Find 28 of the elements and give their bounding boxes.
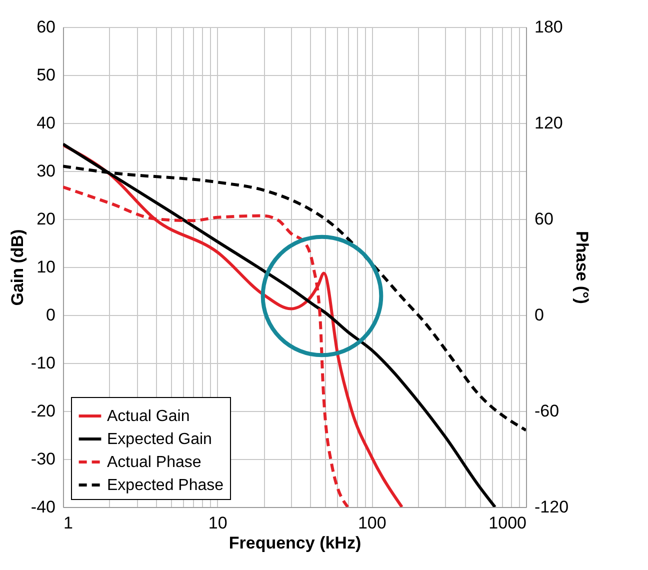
x-axis-title: Frequency (kHz) bbox=[228, 534, 362, 552]
legend-label: Expected Gain bbox=[107, 431, 212, 448]
y2-tick-label: -120 bbox=[534, 498, 569, 516]
y-axis-title: Gain (dB) bbox=[8, 229, 27, 306]
y2-axis-title: Phase (°) bbox=[572, 231, 592, 304]
legend-label: Actual Phase bbox=[107, 454, 202, 471]
legend-label: Expected Phase bbox=[107, 477, 224, 494]
x-tick-label: 100 bbox=[358, 514, 386, 532]
y-tick-label: 0 bbox=[46, 306, 56, 324]
y-tick-label: -30 bbox=[30, 450, 56, 468]
x-tick-label: 1 bbox=[64, 514, 73, 532]
y2-tick-label: 60 bbox=[534, 210, 554, 228]
y-tick-label: 20 bbox=[36, 210, 56, 228]
y-tick-label: 50 bbox=[36, 66, 56, 84]
x-tick-label: 1000 bbox=[488, 514, 526, 532]
y2-tick-label: 180 bbox=[534, 18, 563, 36]
y-tick-label: 10 bbox=[36, 258, 56, 276]
y-tick-label: 60 bbox=[36, 18, 56, 36]
y-tick-label: -20 bbox=[30, 402, 56, 420]
x-tick-label: 10 bbox=[208, 514, 228, 532]
y-tick-label: 30 bbox=[36, 162, 56, 180]
y2-tick-label: -60 bbox=[534, 402, 560, 420]
y2-tick-label: 120 bbox=[534, 114, 563, 132]
y-tick-label: -10 bbox=[30, 354, 56, 372]
y-tick-label: 40 bbox=[36, 114, 56, 132]
y-tick-label: -40 bbox=[30, 498, 56, 516]
y2-tick-label: 0 bbox=[534, 306, 544, 324]
legend-label: Actual Gain bbox=[107, 408, 190, 425]
